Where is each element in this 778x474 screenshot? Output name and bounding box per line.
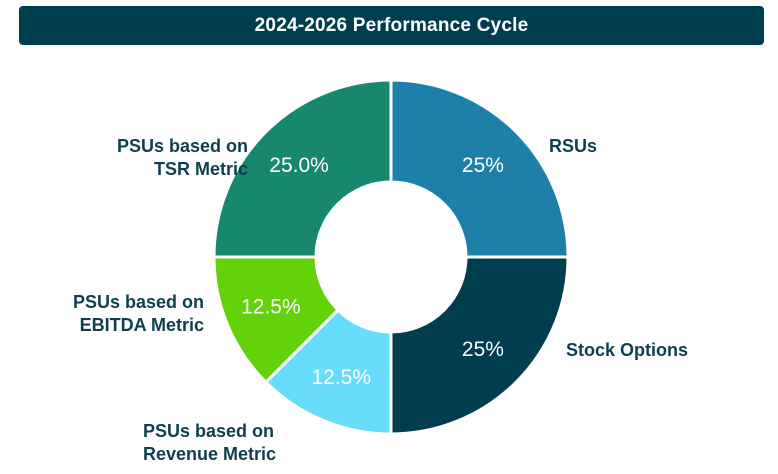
slice-category-label-3: PSUs based on Revenue Metric [143, 421, 276, 464]
slice-value-label-2: 25% [462, 338, 504, 361]
slice-category-label-5: PSUs based on TSR Metric [117, 136, 248, 179]
slice-value-label-3: 12.5% [311, 366, 371, 389]
chart-title: 2024-2026 Performance Cycle [254, 14, 529, 36]
slice-category-label-4: PSUs based on EBITDA Metric [73, 292, 204, 335]
slice-category-label-2: Stock Options [566, 340, 688, 360]
donut-slice-5 [212, 78, 393, 259]
chart-title-bar: 2024-2026 Performance Cycle [19, 6, 764, 45]
donut-slice-2 [389, 255, 570, 436]
slice-value-label-5: 25.0% [269, 154, 329, 177]
slice-value-label-1: 25% [462, 154, 504, 177]
slice-value-label-4: 12.5% [241, 296, 301, 319]
donut-slice-1 [389, 78, 570, 259]
slice-category-label-1: RSUs [549, 136, 597, 156]
